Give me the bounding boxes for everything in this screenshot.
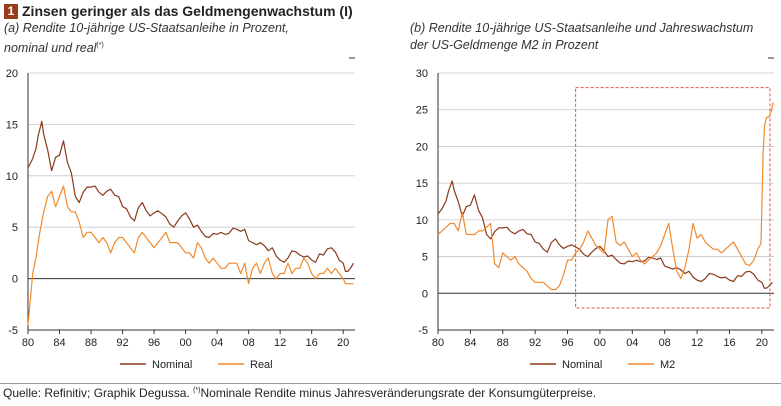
chart-a-xtick-label: 04: [211, 337, 223, 349]
chart-a-xtick-label: 84: [53, 337, 65, 349]
chart-b-xtick-label: 04: [626, 337, 638, 349]
chart-a-xtick-label: 92: [116, 337, 128, 349]
chart-a-xtick-label: 80: [22, 337, 34, 349]
chart-a-ytick-label: 5: [12, 222, 18, 234]
figure-number-badge: 1: [4, 3, 18, 19]
chart-a-series-nominal: [27, 120, 354, 272]
footer-source-text: Quelle: Refinitiv; Graphik Degussa.: [3, 386, 190, 400]
chart-b-subtitle-line1: (b) Rendite 10-jährige US-Staatsanleihe …: [410, 21, 754, 35]
chart-a-subtitle-line2-wrap: nominal und real(*): [4, 37, 289, 57]
chart-b-series-m2: [437, 102, 774, 291]
chart-a-subtitle: (a) Rendite 10-jährige US-Staatsanleihe …: [4, 20, 289, 57]
figure-title-text: Zinsen geringer als das Geldmengenwachst…: [22, 3, 353, 19]
footer-source: Quelle: Refinitiv; Graphik Degussa. (*)N…: [3, 386, 596, 400]
chart-b-subtitle: (b) Rendite 10-jährige US-Staatsanleihe …: [410, 20, 753, 54]
chart-a-legend-label: Nominal: [152, 359, 192, 371]
chart-a-subtitle-line1: (a) Rendite 10-jährige US-Staatsanleihe …: [4, 21, 289, 35]
chart-b-xtick-label: 96: [561, 337, 573, 349]
chart-b-ytick-label: 15: [416, 178, 428, 190]
chart-b-ytick-label: 10: [416, 215, 428, 227]
chart-b-ytick-label: 30: [416, 68, 428, 80]
chart-b-xtick-label: 08: [659, 337, 671, 349]
chart-a-subtitle-line2: nominal und real: [4, 41, 97, 56]
chart-a-xtick-label: 12: [274, 337, 286, 349]
chart-b-xtick-label: 88: [497, 337, 509, 349]
footer-note-text: Nominale Rendite minus Jahresveränderung…: [200, 386, 597, 400]
chart-b-highlight-box: [575, 87, 771, 309]
chart-a-xtick-label: 08: [243, 337, 255, 349]
chart-b-xtick-label: 92: [529, 337, 541, 349]
chart-b-xtick-label: 84: [464, 337, 476, 349]
chart-a-xtick-label: 88: [85, 337, 97, 349]
chart-b-legend-label: Nominal: [562, 359, 602, 371]
chart-a-ytick-label: -5: [8, 325, 18, 337]
chart-b-ytick-label: 5: [422, 252, 428, 264]
chart-a-ytick-label: 10: [6, 171, 18, 183]
chart-b-xtick-label: 12: [691, 337, 703, 349]
chart-a-xtick-label: 20: [337, 337, 349, 349]
chart-a-xtick-label: 00: [179, 337, 191, 349]
chart-a-xtick-label: 16: [306, 337, 318, 349]
chart-b-legend-label: M2: [660, 359, 675, 371]
footer-divider: [0, 383, 781, 384]
chart-b-ytick-label: 0: [422, 288, 428, 300]
chart-b-xtick-label: 16: [723, 337, 735, 349]
chart-a-series-real: [27, 185, 354, 325]
footer-note-mark: (*): [193, 387, 201, 394]
chart-a-subtitle-mark: (*): [96, 42, 104, 49]
chart-b-ytick-label: 20: [416, 141, 428, 153]
chart-a: -5 0 5 10 15 20 80 84 88 92 96 00 04 08 12 16 20 Nominal R…: [6, 57, 355, 371]
chart-b-ytick-label: -5: [418, 325, 428, 337]
chart-a-xtick-label: 96: [148, 337, 160, 349]
chart-a-ytick-label: 15: [6, 119, 18, 131]
chart-b-xtick-label: 20: [756, 337, 768, 349]
chart-b-xtick-label: 80: [432, 337, 444, 349]
chart-a-ytick-label: 0: [12, 274, 18, 286]
chart-a-ytick-label: 20: [6, 68, 18, 80]
chart-b-series-nominal: [437, 180, 773, 289]
figure-title: 1 Zinsen geringer als das Geldmengenwach…: [4, 3, 353, 19]
chart-b-subtitle-line2: der US-Geldmenge M2 in Prozent: [410, 38, 599, 52]
chart-b-xtick-label: 00: [594, 337, 606, 349]
chart-a-legend-label: Real: [250, 359, 273, 371]
chart-b-ytick-label: 25: [416, 105, 428, 117]
chart-b: -5 0 5 10 15 20 25 30 80 84 88 92 96 00 04 08 12 16 20 Nomi…: [416, 57, 774, 371]
